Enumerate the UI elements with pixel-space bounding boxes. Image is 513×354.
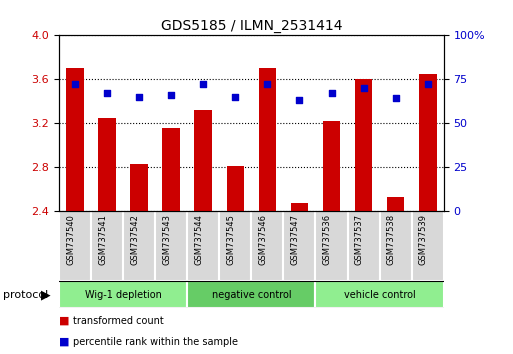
Text: ▶: ▶: [42, 288, 51, 301]
Bar: [323, 121, 340, 211]
Text: GSM737544: GSM737544: [194, 214, 203, 265]
Bar: [227, 166, 244, 211]
Text: GSM737546: GSM737546: [259, 214, 267, 265]
FancyBboxPatch shape: [59, 281, 187, 308]
Bar: [130, 164, 148, 211]
Point: [231, 94, 240, 99]
Text: Wig-1 depletion: Wig-1 depletion: [85, 290, 162, 300]
Point: [71, 82, 79, 87]
Bar: [387, 198, 404, 211]
Point: [135, 94, 143, 99]
FancyBboxPatch shape: [220, 211, 251, 281]
Point: [360, 85, 368, 91]
FancyBboxPatch shape: [187, 281, 315, 308]
Text: percentile rank within the sample: percentile rank within the sample: [73, 337, 239, 347]
Text: GSM737547: GSM737547: [290, 214, 300, 265]
Point: [263, 82, 271, 87]
Title: GDS5185 / ILMN_2531414: GDS5185 / ILMN_2531414: [161, 19, 342, 33]
Bar: [194, 110, 212, 211]
Bar: [66, 68, 84, 211]
Point: [103, 90, 111, 96]
FancyBboxPatch shape: [348, 211, 380, 281]
Text: GSM737537: GSM737537: [354, 214, 364, 265]
Text: GSM737543: GSM737543: [162, 214, 171, 265]
Text: protocol: protocol: [3, 290, 48, 300]
Text: ■: ■: [59, 316, 69, 326]
FancyBboxPatch shape: [411, 211, 444, 281]
FancyBboxPatch shape: [91, 211, 123, 281]
Text: GSM737542: GSM737542: [130, 214, 139, 265]
Point: [295, 97, 304, 103]
Bar: [163, 129, 180, 211]
Point: [391, 96, 400, 101]
Bar: [419, 74, 437, 211]
FancyBboxPatch shape: [283, 211, 315, 281]
Text: transformed count: transformed count: [73, 316, 164, 326]
FancyBboxPatch shape: [380, 211, 411, 281]
Bar: [291, 203, 308, 211]
FancyBboxPatch shape: [59, 211, 91, 281]
Text: GSM737539: GSM737539: [419, 214, 428, 265]
FancyBboxPatch shape: [187, 211, 220, 281]
FancyBboxPatch shape: [315, 281, 444, 308]
Text: GSM737536: GSM737536: [323, 214, 331, 265]
Point: [199, 82, 207, 87]
Bar: [259, 68, 276, 211]
Text: GSM737541: GSM737541: [98, 214, 107, 265]
Text: negative control: negative control: [211, 290, 291, 300]
FancyBboxPatch shape: [315, 211, 348, 281]
Text: ■: ■: [59, 337, 69, 347]
Bar: [355, 79, 372, 211]
Bar: [98, 118, 116, 211]
Text: vehicle control: vehicle control: [344, 290, 416, 300]
Text: GSM737540: GSM737540: [66, 214, 75, 265]
FancyBboxPatch shape: [155, 211, 187, 281]
Text: GSM737545: GSM737545: [226, 214, 235, 265]
Point: [424, 82, 432, 87]
Text: GSM737538: GSM737538: [387, 214, 396, 265]
Point: [327, 90, 336, 96]
FancyBboxPatch shape: [251, 211, 283, 281]
FancyBboxPatch shape: [123, 211, 155, 281]
Point: [167, 92, 175, 98]
